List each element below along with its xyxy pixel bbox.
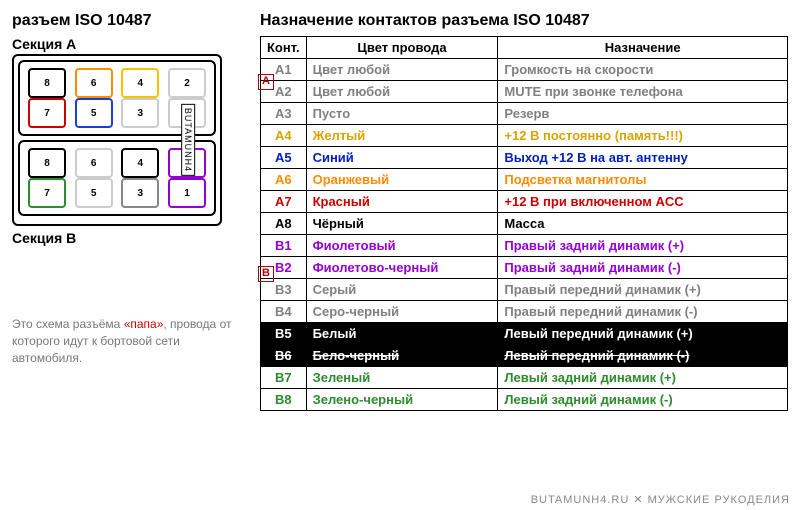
table-row: A6ОранжевыйПодсветка магнитолы (261, 169, 788, 191)
table-row: A5СинийВыход +12 В на авт. антенну (261, 147, 788, 169)
table-row: A7Красный+12 В при включенном ACC (261, 191, 788, 213)
connector-pin: 8 (28, 68, 66, 98)
connector-diagram: 86427531 86427531 BUTAMUNH4 (12, 54, 222, 226)
cell-purpose: Масса (498, 213, 788, 235)
cell-wire-color: Красный (306, 191, 498, 213)
connector-side-label: BUTAMUNH4 (181, 104, 195, 176)
cell-pin: A4 (261, 125, 307, 147)
table-row: A4Желтый+12 В постоянно (память!!!) (261, 125, 788, 147)
cell-purpose: +12 В постоянно (память!!!) (498, 125, 788, 147)
table-row: B1ФиолетовыйПравый задний динамик (+) (261, 235, 788, 257)
header-wire-color: Цвет провода (306, 37, 498, 59)
table-row: A8ЧёрныйМасса (261, 213, 788, 235)
table-row: A3ПустоРезерв (261, 103, 788, 125)
cell-purpose: Левый задний динамик (-) (498, 389, 788, 411)
connector-pin: 5 (75, 98, 113, 128)
header-purpose: Назначение (498, 37, 788, 59)
group-tag: B (258, 266, 274, 282)
watermark: BUTAMUNH4.RU ✕ МУЖСКИЕ РУКОДЕЛИЯ (531, 493, 790, 506)
table-row: B6Бело-черныйЛевый передний динамик (-) (261, 345, 788, 367)
cell-pin: B5 (261, 323, 307, 345)
cell-wire-color: Чёрный (306, 213, 498, 235)
cell-wire-color: Фиолетовый (306, 235, 498, 257)
connector-pin: 5 (75, 178, 113, 208)
note-text: Это схема разъёма «папа», провода от кот… (12, 316, 242, 366)
right-heading: Назначение контактов разъема ISO 10487 (260, 12, 788, 30)
cell-pin: A7 (261, 191, 307, 213)
cell-purpose: Правый передний динамик (+) (498, 279, 788, 301)
connector-pin: 6 (75, 68, 113, 98)
connector-pin: 6 (75, 148, 113, 178)
cell-purpose: MUTE при звонке телефона (498, 81, 788, 103)
cell-wire-color: Зеленый (306, 367, 498, 389)
table-row: B3СерыйПравый передний динамик (+) (261, 279, 788, 301)
connector-pin: 1 (168, 178, 206, 208)
cell-purpose: +12 В при включенном ACC (498, 191, 788, 213)
left-heading: разъем ISO 10487 (12, 12, 242, 30)
connector-pin: 8 (28, 148, 66, 178)
table-row: B5БелыйЛевый передний динамик (+) (261, 323, 788, 345)
pinout-table: Конт. Цвет провода Назначение A1Цвет люб… (260, 36, 788, 411)
cell-purpose: Левый задний динамик (+) (498, 367, 788, 389)
cell-purpose: Резерв (498, 103, 788, 125)
cell-purpose: Подсветка магнитолы (498, 169, 788, 191)
cell-pin: A5 (261, 147, 307, 169)
cell-pin: A6 (261, 169, 307, 191)
cell-purpose: Правый задний динамик (-) (498, 257, 788, 279)
connector-pin: 4 (121, 68, 159, 98)
cell-wire-color: Фиолетово-черный (306, 257, 498, 279)
header-pin: Конт. (261, 37, 307, 59)
table-row: B7ЗеленыйЛевый задний динамик (+) (261, 367, 788, 389)
connector-pin: 7 (28, 98, 66, 128)
cell-wire-color: Цвет любой (306, 81, 498, 103)
cell-pin: B8 (261, 389, 307, 411)
cell-wire-color: Серо-черный (306, 301, 498, 323)
cell-purpose: Громкость на скорости (498, 59, 788, 81)
cell-purpose: Правый задний динамик (+) (498, 235, 788, 257)
cell-pin: B7 (261, 367, 307, 389)
table-row: B2Фиолетово-черныйПравый задний динамик … (261, 257, 788, 279)
cell-purpose: Выход +12 В на авт. антенну (498, 147, 788, 169)
connector-pin: 3 (121, 98, 159, 128)
cell-wire-color: Зелено-черный (306, 389, 498, 411)
table-row: B8Зелено-черныйЛевый задний динамик (-) (261, 389, 788, 411)
connector-pin: 3 (121, 178, 159, 208)
cell-pin: B6 (261, 345, 307, 367)
cell-pin: B1 (261, 235, 307, 257)
section-a-label: Секция A (12, 36, 242, 52)
connector-pin: 7 (28, 178, 66, 208)
cell-wire-color: Пусто (306, 103, 498, 125)
table-row: A2Цвет любойMUTE при звонке телефона (261, 81, 788, 103)
group-tag: A (258, 74, 274, 90)
cell-purpose: Левый передний динамик (+) (498, 323, 788, 345)
cell-pin: A3 (261, 103, 307, 125)
connector-pin: 4 (121, 148, 159, 178)
table-row: B4Серо-черныйПравый передний динамик (-) (261, 301, 788, 323)
cell-wire-color: Оранжевый (306, 169, 498, 191)
cell-pin: B4 (261, 301, 307, 323)
table-header-row: Конт. Цвет провода Назначение (261, 37, 788, 59)
cell-wire-color: Бело-черный (306, 345, 498, 367)
connector-pin: 2 (168, 68, 206, 98)
cell-wire-color: Серый (306, 279, 498, 301)
cell-purpose: Левый передний динамик (-) (498, 345, 788, 367)
cell-wire-color: Синий (306, 147, 498, 169)
cell-purpose: Правый передний динамик (-) (498, 301, 788, 323)
cell-pin: A8 (261, 213, 307, 235)
cell-wire-color: Желтый (306, 125, 498, 147)
table-row: A1Цвет любойГромкость на скорости (261, 59, 788, 81)
cell-wire-color: Белый (306, 323, 498, 345)
cell-wire-color: Цвет любой (306, 59, 498, 81)
section-b-label: Секция B (12, 230, 242, 246)
